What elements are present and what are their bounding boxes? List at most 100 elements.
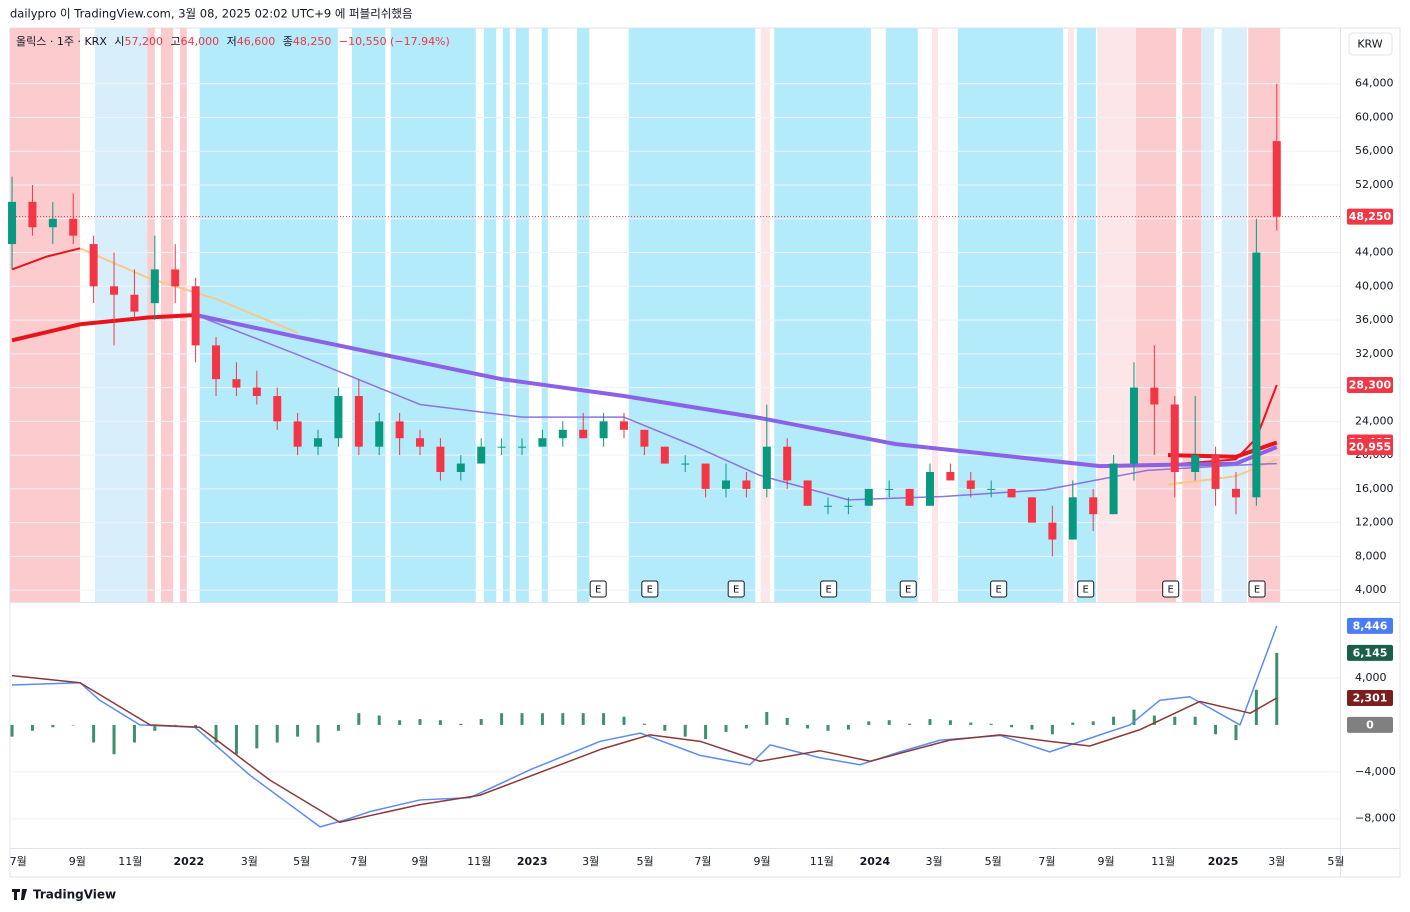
candle-body <box>599 421 608 439</box>
candle-body <box>273 396 282 422</box>
candle-body <box>538 438 547 447</box>
candle-body <box>89 244 98 287</box>
candle-body <box>640 429 649 447</box>
open-value: 57,200 <box>124 35 163 48</box>
candle-body <box>946 472 955 481</box>
price-tag <box>1347 208 1393 225</box>
histogram-bar <box>602 713 606 725</box>
event-label: E <box>826 585 832 596</box>
price-tag-label: 2,301 <box>1353 691 1388 704</box>
signal-band <box>1136 28 1177 602</box>
candle-body <box>966 480 975 489</box>
histogram-bar <box>663 724 667 731</box>
signal-band <box>932 28 939 602</box>
candle-body <box>620 421 629 430</box>
histogram-bar <box>377 715 381 725</box>
x-tick-label: 3월 <box>926 855 943 868</box>
indicator-line <box>195 314 1277 501</box>
signal-band <box>1076 28 1096 602</box>
histogram-bar <box>479 719 483 725</box>
x-tick-label: 2024 <box>860 855 891 868</box>
candle-body <box>987 488 996 490</box>
histogram-bar <box>1132 709 1136 725</box>
candle-body <box>864 488 873 506</box>
histogram-bar <box>744 724 748 729</box>
x-tick-label: 11월 <box>1151 855 1175 868</box>
event-marker <box>1077 580 1095 598</box>
x-tick-label: 9월 <box>411 855 428 868</box>
candle-body <box>1231 488 1240 498</box>
histogram-bar <box>1173 716 1177 725</box>
low-label: 저 <box>227 35 237 48</box>
high-value: 64,000 <box>181 35 220 48</box>
event-label: E <box>647 585 653 596</box>
y-tick-label: 4,000 <box>1355 583 1387 596</box>
candle-body <box>1191 455 1200 473</box>
candle-body <box>69 218 78 236</box>
currency[interactable]: KRW <box>1357 38 1382 51</box>
candle-body <box>150 269 159 304</box>
candle-body <box>803 480 812 506</box>
y-tick-label: 52,000 <box>1355 178 1394 191</box>
histogram-bar <box>948 720 952 725</box>
event-marker <box>589 580 607 598</box>
x-tick-label: 7월 <box>350 855 367 868</box>
candle-body <box>1109 463 1118 515</box>
signal-band <box>94 28 148 602</box>
signal-band <box>352 28 386 602</box>
x-tick-label: 9월 <box>1098 855 1115 868</box>
logo-text: TradingView <box>33 888 116 902</box>
histogram-bar <box>683 724 687 737</box>
x-tick-label: 11월 <box>810 855 834 868</box>
histogram-bar <box>1214 724 1218 735</box>
high-label: 고 <box>170 35 180 48</box>
price-tag-label: 48,250 <box>1349 210 1392 223</box>
histogram-bar <box>459 723 463 725</box>
price-tag <box>1347 617 1393 634</box>
histogram-bar <box>255 724 259 749</box>
histogram-bar <box>1050 724 1054 735</box>
histogram-bar <box>1234 724 1238 741</box>
histogram-bar <box>1152 715 1156 725</box>
histogram-bar <box>724 724 728 732</box>
x-tick-label: 2025 <box>1208 855 1239 868</box>
histogram-bar <box>540 713 544 725</box>
candle-body <box>436 446 445 473</box>
candle-body <box>905 488 914 506</box>
y-tick-label: 44,000 <box>1355 246 1394 259</box>
signal-band <box>1182 28 1202 602</box>
change: −10,550 (−17.94%) <box>339 35 450 48</box>
candle-body <box>416 438 425 447</box>
price-tag <box>1347 439 1393 456</box>
close-label: 종 <box>283 35 293 48</box>
signal-band <box>390 28 476 602</box>
currency-button[interactable] <box>1348 32 1393 56</box>
signal-band <box>515 28 529 602</box>
event-label: E <box>905 585 911 596</box>
histogram-bar <box>194 724 198 728</box>
candle-body <box>110 286 119 295</box>
x-tick-label: 7월 <box>10 855 27 868</box>
x-tick-label: 9월 <box>69 855 86 868</box>
event-marker <box>1248 580 1266 598</box>
signal-band <box>628 28 756 602</box>
candle-body <box>925 472 934 506</box>
signal-band <box>774 28 871 602</box>
candle-body <box>701 463 710 489</box>
signal-band <box>10 28 81 602</box>
logo-icon <box>12 889 27 900</box>
histogram-bar <box>989 723 993 725</box>
price-tag-label: 0 <box>1366 718 1374 731</box>
candle-body <box>1007 488 1016 498</box>
open-label: 시 <box>114 35 124 48</box>
signal-band <box>199 28 338 602</box>
histogram-bar <box>1030 724 1034 730</box>
histogram-bar <box>30 724 34 731</box>
histogram-bar <box>1275 652 1279 725</box>
histogram-bar <box>92 724 96 743</box>
macd-pane: 4,000 −4,000 −8,000 7월 9월 11월 2022 3월 5월 7월 9월 11월 2… <box>10 617 1396 868</box>
histogram-bar <box>520 713 524 725</box>
x-tick-label: 9월 <box>753 855 770 868</box>
